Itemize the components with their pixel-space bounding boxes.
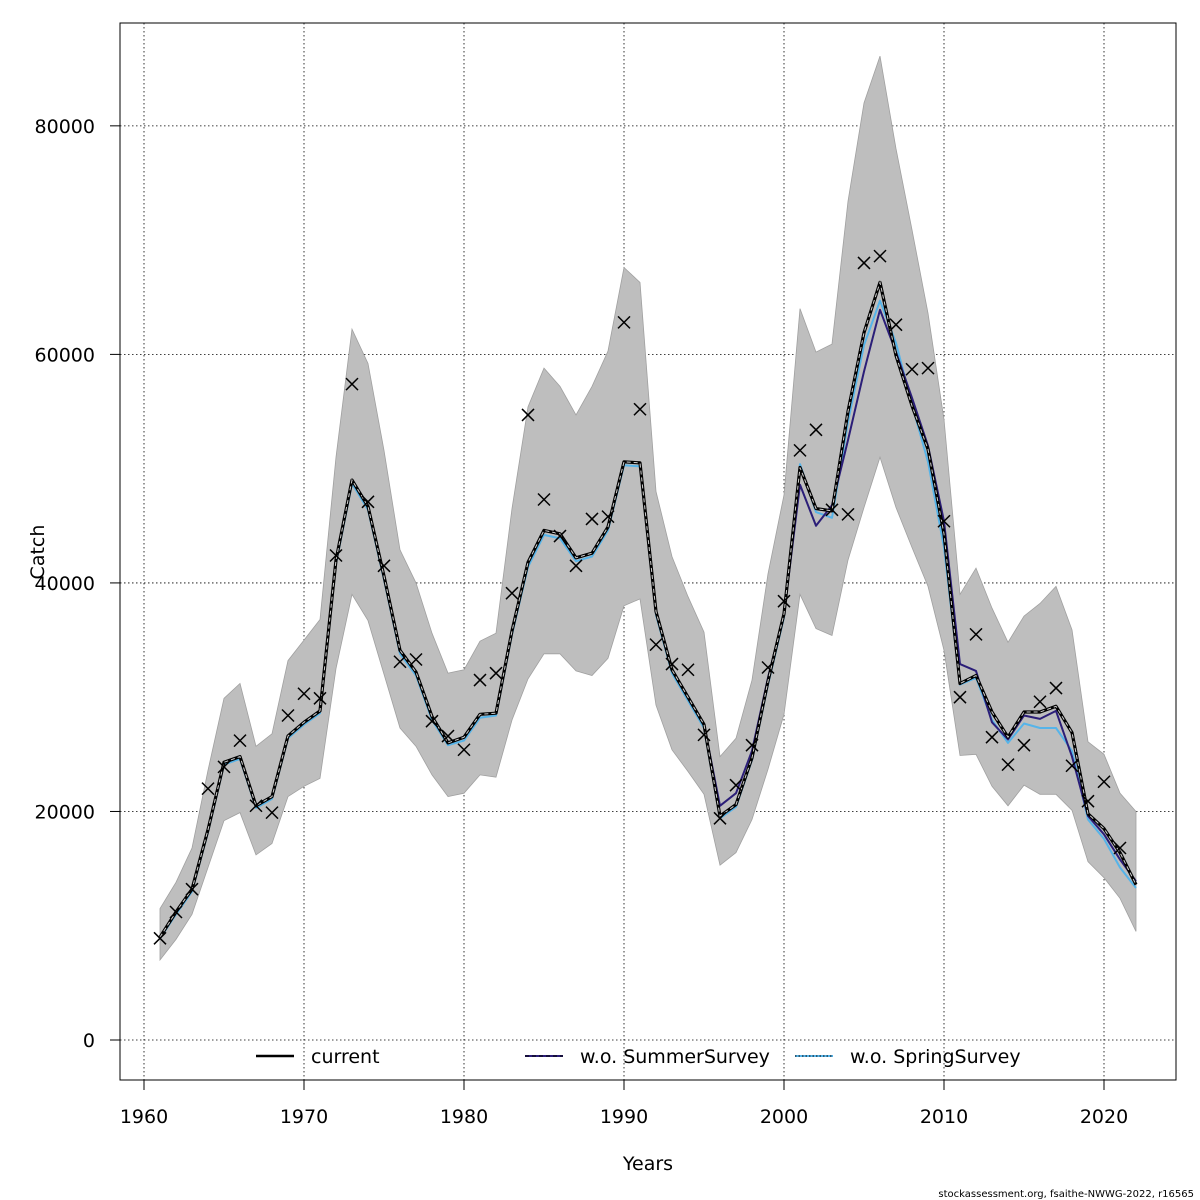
observation-marker bbox=[809, 423, 823, 437]
y-tick-label: 0 bbox=[83, 1030, 95, 1052]
legend: current w.o. SummerSurvey w.o. SpringSurve… bbox=[256, 1046, 1021, 1068]
observation-marker bbox=[713, 811, 727, 825]
observation-marker bbox=[905, 362, 919, 376]
observation-marker bbox=[169, 905, 183, 919]
observation-marker bbox=[537, 492, 551, 507]
observation-marker bbox=[201, 782, 215, 796]
observation-marker bbox=[441, 729, 455, 743]
observation-marker bbox=[777, 594, 791, 608]
confidence-band-layer bbox=[159, 55, 1137, 962]
observation-marker bbox=[633, 402, 647, 416]
y-axis-label: Catch bbox=[27, 525, 49, 580]
legend-label: w.o. SummerSurvey bbox=[580, 1046, 770, 1068]
observation-marker bbox=[953, 690, 967, 704]
series-lines-layer bbox=[158, 280, 1138, 939]
observation-marker bbox=[1081, 794, 1095, 808]
observation-marker bbox=[745, 738, 759, 752]
x-tick-label: 1970 bbox=[280, 1106, 328, 1128]
observation-marker bbox=[505, 586, 519, 600]
observation-marker bbox=[361, 495, 375, 509]
observation-marker bbox=[665, 657, 679, 671]
legend-entry: w.o. SummerSurvey bbox=[525, 1046, 770, 1068]
observation-marker bbox=[569, 559, 583, 573]
x-tick-label: 1960 bbox=[120, 1106, 168, 1128]
observation-marker bbox=[585, 512, 599, 526]
observation-marker bbox=[153, 931, 167, 945]
observation-marker bbox=[985, 730, 999, 744]
observation-marker bbox=[969, 627, 983, 641]
observation-marker bbox=[265, 806, 279, 820]
observation-marker bbox=[345, 377, 359, 391]
observation-marker bbox=[377, 559, 391, 573]
observation-marker bbox=[681, 663, 695, 677]
observation-marker bbox=[617, 315, 631, 329]
observation-marker bbox=[313, 691, 327, 705]
x-tick-label: 2000 bbox=[760, 1106, 808, 1128]
observation-marker bbox=[793, 443, 807, 457]
y-tick-label: 20000 bbox=[35, 801, 95, 823]
observation-marker bbox=[457, 743, 471, 757]
legend-label: w.o. SpringSurvey bbox=[850, 1046, 1021, 1068]
observation-marker bbox=[841, 507, 855, 521]
observation-marker bbox=[1113, 841, 1127, 855]
x-tick-label: 2020 bbox=[1080, 1106, 1128, 1128]
axes-layer: 1960 1970 1980 1990 2000 2010 2020 0 20000 40000 6… bbox=[35, 22, 1177, 1128]
observation-marker bbox=[1049, 681, 1063, 695]
observation-marker bbox=[409, 652, 423, 667]
observation-marker bbox=[601, 510, 615, 524]
confidence-band bbox=[159, 55, 1137, 962]
observation-marker bbox=[553, 529, 567, 543]
x-axis-label: Years bbox=[622, 1153, 673, 1175]
y-tick-label: 40000 bbox=[35, 573, 95, 595]
observation-marker bbox=[889, 318, 903, 332]
observation-marker bbox=[1033, 695, 1047, 709]
y-tick-label: 80000 bbox=[35, 116, 95, 138]
observation-marker bbox=[761, 660, 775, 675]
observation-marker bbox=[873, 249, 887, 263]
observation-marker bbox=[329, 548, 343, 563]
observation-marker bbox=[425, 714, 439, 728]
observation-marker bbox=[233, 734, 247, 748]
x-tick-label: 1980 bbox=[440, 1106, 488, 1128]
observation-marker bbox=[921, 361, 935, 375]
observation-marker bbox=[185, 882, 199, 896]
footer-credit: stockassessment.org, fsaithe-NWWG-2022, … bbox=[938, 1189, 1194, 1200]
x-tick-label: 2010 bbox=[920, 1106, 968, 1128]
observation-marker bbox=[249, 799, 263, 813]
observation-marker bbox=[1097, 775, 1111, 789]
observation-marker bbox=[281, 708, 295, 723]
observation-marker bbox=[649, 638, 663, 652]
legend-entry: w.o. SpringSurvey bbox=[795, 1046, 1021, 1068]
observation-marker bbox=[393, 655, 407, 669]
observation-marker bbox=[825, 503, 839, 517]
y-tick-label: 60000 bbox=[35, 344, 95, 366]
observation-marker bbox=[1065, 759, 1079, 773]
observation-marker bbox=[297, 687, 311, 701]
observation-marker bbox=[217, 760, 231, 774]
observation-marker bbox=[729, 778, 743, 792]
observation-marker bbox=[1017, 738, 1031, 752]
series-line-current bbox=[158, 280, 1138, 939]
legend-entry: current bbox=[256, 1046, 380, 1068]
observation-marker bbox=[697, 728, 711, 742]
observation-marker bbox=[521, 408, 535, 422]
observation-marker bbox=[1001, 758, 1015, 772]
observation-marker bbox=[489, 666, 503, 680]
observation-marker bbox=[857, 256, 871, 270]
legend-label: current bbox=[311, 1046, 380, 1068]
observation-marker bbox=[937, 514, 951, 528]
observation-marker bbox=[473, 673, 487, 687]
observation-markers-layer bbox=[153, 249, 1127, 945]
plot-frame bbox=[119, 22, 1177, 1081]
x-tick-label: 1990 bbox=[600, 1106, 648, 1128]
